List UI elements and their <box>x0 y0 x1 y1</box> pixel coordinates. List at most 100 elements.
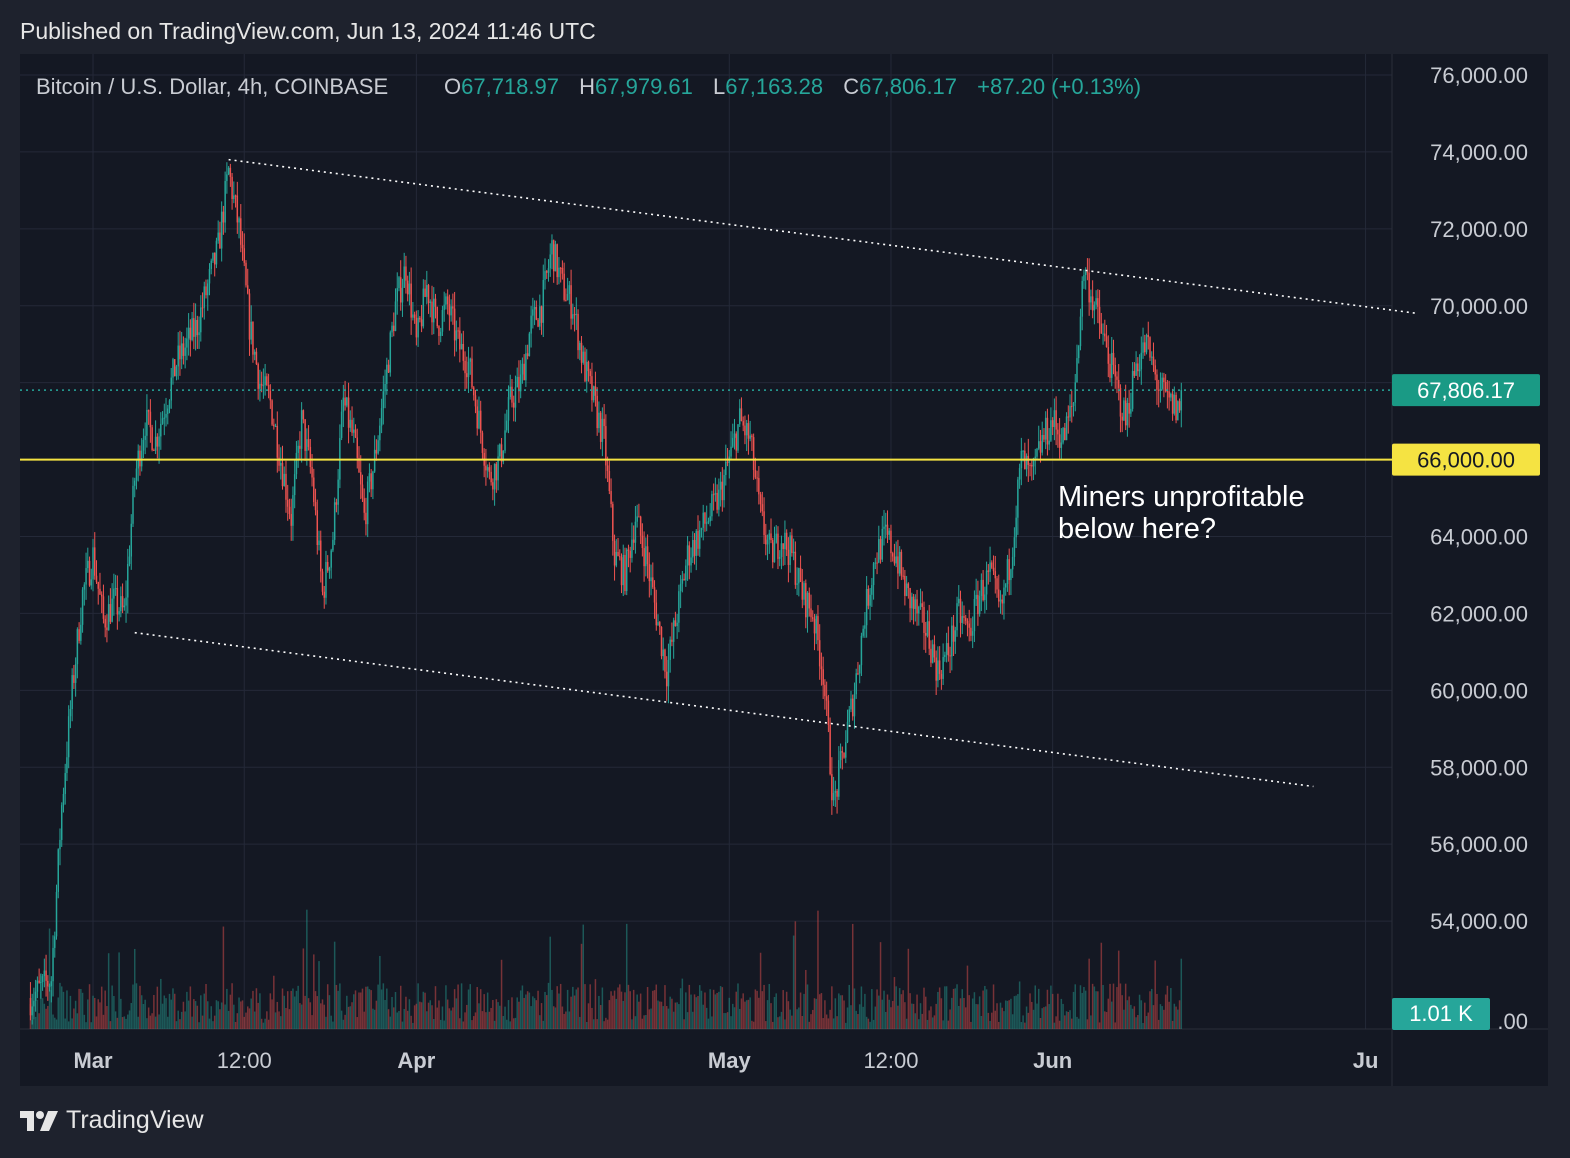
candle-body <box>572 314 574 319</box>
volume-bar <box>262 1022 265 1029</box>
volume-bar <box>535 1000 538 1029</box>
candle-body <box>725 461 727 476</box>
volume-bar <box>54 1017 56 1029</box>
volume-bar <box>495 999 498 1029</box>
volume-bar <box>43 1003 46 1029</box>
volume-bar <box>956 984 958 1029</box>
candle-body <box>1135 363 1137 376</box>
volume-bar <box>304 995 306 1029</box>
volume-bar <box>905 1018 908 1029</box>
candle-body <box>1039 441 1042 453</box>
volume-bar <box>570 996 572 1029</box>
volume-bar <box>1077 1018 1080 1029</box>
volume-bar <box>627 984 630 1029</box>
volume-bar <box>353 994 355 1029</box>
volume-bar <box>391 996 393 1029</box>
chart-panel[interactable]: 76,000.0074,000.0072,000.0070,000.0068,0… <box>20 54 1548 1086</box>
x-tick-label: Mar <box>73 1048 113 1073</box>
volume-bar <box>243 1016 246 1029</box>
candle-body <box>657 622 659 626</box>
volume-bar <box>81 992 84 1029</box>
volume-bar <box>984 985 986 1029</box>
volume-bar <box>292 988 294 1029</box>
volume-bar <box>645 1014 647 1029</box>
volume-bar <box>888 999 890 1029</box>
candle-body <box>893 556 896 564</box>
volume-bar <box>552 1006 555 1029</box>
candle-body <box>671 639 673 642</box>
candle-body <box>241 244 244 249</box>
volume-bar <box>740 998 743 1029</box>
volume-bar <box>516 997 518 1029</box>
volume-bar <box>1083 987 1085 1029</box>
candle-body <box>931 644 934 663</box>
volume-bar <box>580 943 583 1029</box>
volume-bar <box>537 990 539 1029</box>
volume-bar <box>634 1016 637 1029</box>
candle-body <box>702 512 704 528</box>
volume-bar <box>323 1004 325 1029</box>
candle-body <box>146 409 148 436</box>
candle-body <box>255 351 258 365</box>
candle-body <box>540 306 543 323</box>
volume-bar <box>278 1011 280 1029</box>
volume-bar <box>151 1013 153 1029</box>
candle-body <box>492 482 494 490</box>
candle-body <box>806 592 809 618</box>
candle-body <box>749 435 751 439</box>
volume-bar <box>632 989 635 1029</box>
candle-body <box>693 539 696 556</box>
candle-body <box>885 524 887 527</box>
volume-bar <box>224 1004 226 1029</box>
volume-bar <box>434 986 437 1029</box>
candle-body <box>636 516 638 522</box>
volume-bar <box>808 1021 811 1029</box>
candle-body <box>106 627 108 631</box>
candle-body <box>215 240 218 265</box>
candle-body <box>504 430 506 451</box>
candle-body <box>695 530 698 556</box>
candle-body <box>128 556 131 564</box>
volume-bar <box>765 1021 767 1029</box>
volume-bar <box>895 986 897 1029</box>
candle-body <box>1074 382 1076 403</box>
volume-bar <box>585 1022 588 1029</box>
volume-bar <box>572 986 574 1029</box>
volume-bar <box>165 998 167 1029</box>
volume-bar <box>436 1007 438 1029</box>
candle-body <box>827 700 830 725</box>
volume-bar <box>839 995 842 1029</box>
candle-body <box>471 358 473 388</box>
volume-bar <box>726 1012 729 1029</box>
candle-body <box>382 391 385 409</box>
volume-bar <box>890 1007 892 1029</box>
candlestick-chart[interactable]: 76,000.0074,000.0072,000.0070,000.0068,0… <box>20 54 1548 1086</box>
volume-bar <box>182 1001 185 1029</box>
volume-bar <box>405 996 407 1029</box>
candle-body <box>193 318 195 337</box>
volume-bar <box>1107 998 1110 1029</box>
volume-bar <box>132 984 134 1029</box>
volume-bar <box>1058 1020 1061 1029</box>
candle-body <box>648 564 651 582</box>
candle-body <box>818 640 821 667</box>
volume-bar <box>245 1012 247 1029</box>
candle-body <box>1001 599 1003 604</box>
candle-body <box>250 321 252 340</box>
candle-body <box>737 424 739 451</box>
candle-body <box>700 527 703 531</box>
candle-body <box>782 543 784 550</box>
volume-bar <box>139 985 141 1029</box>
candle-body <box>446 296 449 305</box>
volume-bar <box>805 969 807 1029</box>
candle-body <box>326 561 329 571</box>
volume-bar <box>398 1010 400 1029</box>
candle-body <box>978 596 981 615</box>
volume-bar <box>935 1003 937 1029</box>
candle-body <box>585 361 588 382</box>
candle-body <box>488 467 491 472</box>
volume-bar <box>924 996 927 1029</box>
volume-bar <box>1086 1019 1089 1029</box>
volume-bar <box>250 998 252 1029</box>
volume-bar <box>114 1011 117 1029</box>
